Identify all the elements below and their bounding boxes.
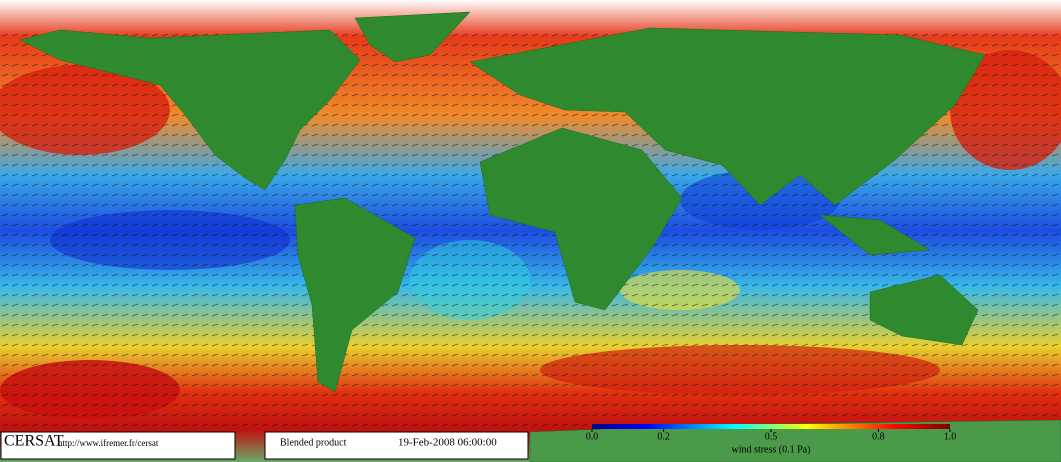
footer-box — [264, 431, 529, 460]
land — [19, 11, 1061, 462]
footer-box — [0, 431, 236, 460]
url: http://www.ifremer.fr/cersat — [58, 438, 159, 448]
product: Blended product — [280, 437, 347, 448]
colorbar-ramp — [592, 424, 950, 429]
colorbar-tick-label: 0.5 — [765, 431, 778, 442]
colorbar-tick-label: 0.8 — [872, 431, 885, 442]
colorbar-tick-label: 0.2 — [657, 431, 670, 442]
date: 19-Feb-2008 06:00:00 — [398, 437, 497, 449]
colorbar-tick-label: 0.0 — [586, 431, 599, 442]
logo: CERSAT — [4, 433, 64, 450]
footer: CERSAT http://www.ifremer.fr/cersat Blen… — [0, 431, 529, 460]
colorbar-tick-label: 1.0 — [944, 431, 957, 442]
colorbar-label: wind stress (0.1 Pa) — [732, 444, 811, 455]
colorbar: 0.0 0.2 0.5 0.8 1.0 wind stress (0.1 Pa) — [586, 424, 957, 455]
colorbar-ticks: 0.0 0.2 0.5 0.8 1.0 — [586, 429, 957, 442]
